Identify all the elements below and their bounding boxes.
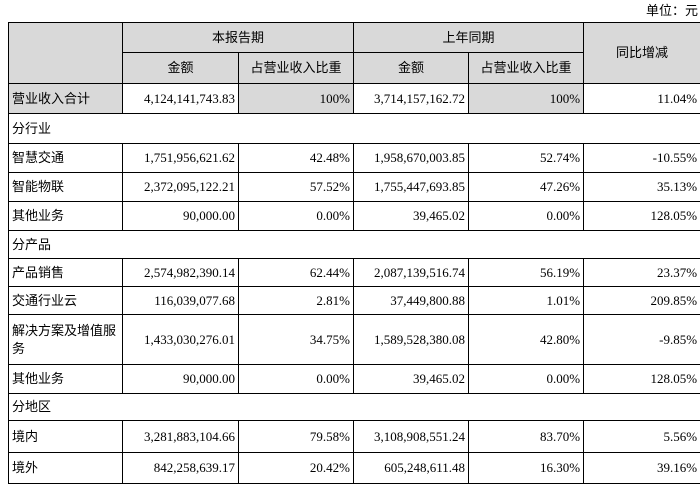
cell: 605,248,611.48 <box>354 453 469 484</box>
cell: 2,087,139,516.74 <box>354 259 469 287</box>
cell: 解决方案及增值服务 <box>9 315 123 365</box>
section-row: 分行业 <box>9 114 700 144</box>
cell: 同比增减 <box>584 23 700 84</box>
cell: 1,589,528,380.08 <box>354 315 469 365</box>
cell: 100% <box>469 84 584 114</box>
cell: 90,000.00 <box>123 202 239 231</box>
cell: 其他业务 <box>9 202 123 231</box>
cell: 分地区 <box>9 394 700 421</box>
cell: 2.81% <box>239 287 354 315</box>
unit-label: 单位：元 <box>646 2 698 20</box>
cell: 128.05% <box>584 365 700 394</box>
cell: 占营业收入比重 <box>239 53 354 84</box>
header-row: 本报告期上年同期同比增减 <box>9 23 700 53</box>
cell: 分行业 <box>9 114 700 144</box>
cell: 23.37% <box>584 259 700 287</box>
cell: 90,000.00 <box>123 365 239 394</box>
cell: 83.70% <box>469 421 584 453</box>
cell: 39.16% <box>584 453 700 484</box>
cell: 1,751,956,621.62 <box>123 144 239 173</box>
cell: 116,039,077.68 <box>123 287 239 315</box>
cell: 11.04% <box>584 84 700 114</box>
cell: 3,108,908,551.24 <box>354 421 469 453</box>
cell: 分产品 <box>9 231 700 259</box>
cell: 5.56% <box>584 421 700 453</box>
cell: -10.55% <box>584 144 700 173</box>
cell: 128.05% <box>584 202 700 231</box>
cell: 3,714,157,162.72 <box>354 84 469 114</box>
cell: 1.01% <box>469 287 584 315</box>
cell: 智能物联 <box>9 173 123 202</box>
cell: 52.74% <box>469 144 584 173</box>
cell: 16.30% <box>469 453 584 484</box>
cell: 交通行业云 <box>9 287 123 315</box>
cell: 1,755,447,693.85 <box>354 173 469 202</box>
cell: 79.58% <box>239 421 354 453</box>
cell: 34.75% <box>239 315 354 365</box>
cell: 37,449,800.88 <box>354 287 469 315</box>
cell: 1,958,670,003.85 <box>354 144 469 173</box>
cell: 智慧交通 <box>9 144 123 173</box>
cell <box>9 23 123 84</box>
cell: 0.00% <box>239 365 354 394</box>
cell: 100% <box>239 84 354 114</box>
cell: 营业收入合计 <box>9 84 123 114</box>
cell: 2,372,095,122.21 <box>123 173 239 202</box>
cell: 3,281,883,104.66 <box>123 421 239 453</box>
cell: -9.85% <box>584 315 700 365</box>
cell: 56.19% <box>469 259 584 287</box>
cell: 境内 <box>9 421 123 453</box>
cell: 4,124,141,743.83 <box>123 84 239 114</box>
cell: 0.00% <box>239 202 354 231</box>
cell: 2,574,982,390.14 <box>123 259 239 287</box>
cell: 20.42% <box>239 453 354 484</box>
cell: 其他业务 <box>9 365 123 394</box>
cell: 39,465.02 <box>354 202 469 231</box>
cell: 0.00% <box>469 365 584 394</box>
cell: 境外 <box>9 453 123 484</box>
cell: 本报告期 <box>123 23 354 53</box>
cell: 62.44% <box>239 259 354 287</box>
cell: 47.26% <box>469 173 584 202</box>
cell: 1,433,030,276.01 <box>123 315 239 365</box>
cell: 209.85% <box>584 287 700 315</box>
section-row: 分产品 <box>9 231 700 259</box>
cell: 842,258,639.17 <box>123 453 239 484</box>
cell: 57.52% <box>239 173 354 202</box>
cell: 产品销售 <box>9 259 123 287</box>
cell: 42.80% <box>469 315 584 365</box>
cell: 上年同期 <box>354 23 584 53</box>
cell: 0.00% <box>469 202 584 231</box>
cell: 金额 <box>123 53 239 84</box>
section-row: 分地区 <box>9 394 700 421</box>
cell: 39,465.02 <box>354 365 469 394</box>
cell: 占营业收入比重 <box>469 53 584 84</box>
cell: 42.48% <box>239 144 354 173</box>
cell: 35.13% <box>584 173 700 202</box>
cell: 金额 <box>354 53 469 84</box>
